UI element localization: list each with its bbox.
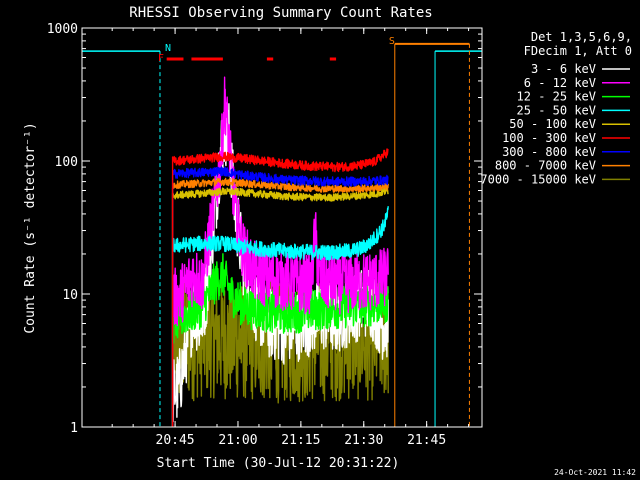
flag-label-s: S [389,36,395,47]
legend-label-25-50-kev: 25 - 50 keV [517,103,596,117]
flag-label-n: N [165,43,171,54]
y-axis-label: Count Rate (s⁻¹ detector⁻¹) [23,122,38,333]
x-tick-label-0: 20:45 [156,433,195,448]
legend-label-6-12-kev: 6 - 12 keV [524,76,596,90]
y-tick-label-2: 100 [55,155,78,170]
legend: Det 1,3,5,6,9, FDecim 1, Att 0 3 - 6 keV… [480,30,632,186]
series-line-300-800-kev [171,166,389,427]
legend-label-3-6-kev: 3 - 6 keV [531,62,596,76]
chart-title: RHESSI Observing Summary Count Rates [129,5,432,21]
legend-header-line-1: Det 1,3,5,6,9, [531,30,632,44]
y-tick-label-0: 1 [70,421,78,436]
series-line-25-50-kev [171,206,389,427]
generated-timestamp: 24-Oct-2021 11:42 [554,468,636,477]
legend-label-12-25-kev: 12 - 25 keV [517,90,596,104]
legend-header-line-2: FDecim 1, Att 0 [524,44,632,58]
legend-label-50-100-kev: 50 - 100 keV [509,117,596,131]
plot-frame [81,27,483,428]
x-tick-label-1: 21:00 [218,433,257,448]
legend-label-7000-15000-kev: 7000 - 15000 keV [480,172,596,186]
legend-label-300-800-kev: 300 - 800 keV [502,145,596,159]
x-axis-label: Start Time (30-Jul-12 20:31:22) [157,456,400,471]
series-line-800-7000-kev [171,177,389,427]
y-tick-label-1: 10 [62,288,78,303]
plot-data-area: NF S [81,36,483,427]
y-tick-label-3: 1000 [47,22,78,37]
legend-label-800-7000-kev: 800 - 7000 keV [495,159,596,173]
legend-label-100-300-kev: 100 - 300 keV [502,131,596,145]
flag-label-f: F [158,53,164,64]
x-tick-label-2: 21:15 [281,433,320,448]
series-line-50-100-kev [171,187,389,427]
series-line-100-300-kev [171,148,389,427]
x-tick-label-3: 21:30 [344,433,383,448]
axes: 20:45 21:00 21:15 21:30 21:45 1 10 100 1000 [47,22,482,448]
x-tick-label-4: 21:45 [407,433,446,448]
